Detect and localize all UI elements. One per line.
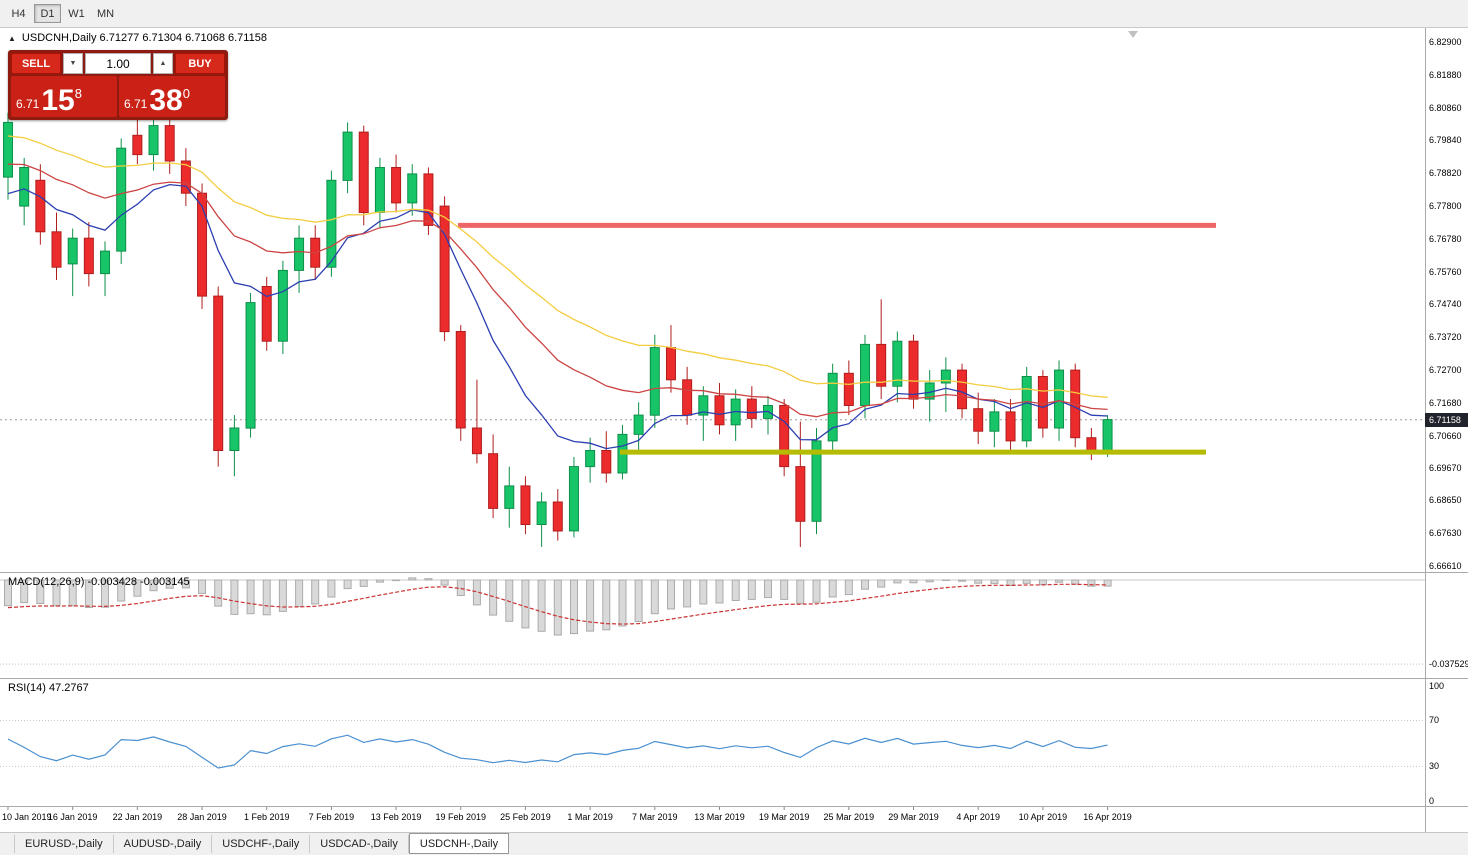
sell-price-prefix: 6.71 [16,97,40,111]
buy-price-prefix: 6.71 [124,97,148,111]
chart-tab-usdcaddaily[interactable]: USDCAD-,Daily [310,835,409,853]
current-price-badge: 6.71158 [1425,412,1468,427]
trade-prices-row: 6.71 15 8 6.71 38 0 [11,76,225,117]
trade-controls-row: SELL ▼ ▲ BUY [11,53,225,74]
timeframe-toolbar: H4 D1 W1 MN [0,0,1468,28]
timeframe-buttons: H4 D1 W1 MN [5,4,119,23]
moving-average-10 [7,183,1108,450]
chart-ohlc-text: USDCNH,Daily 6.71277 6.71304 6.71068 6.7… [21,32,267,44]
chart-shift-marker-icon [1128,31,1138,38]
timeframe-button-d1[interactable]: D1 [34,4,61,23]
sell-button[interactable]: SELL [11,53,61,74]
buy-price-big-digits: 38 [149,83,183,117]
candles-layer [3,109,1113,548]
timeframe-button-h4[interactable]: H4 [5,4,32,23]
sell-price-pipette: 8 [74,86,82,101]
moving-average-34 [7,135,1108,398]
timeframe-button-w1[interactable]: W1 [63,4,90,23]
macd-histogram [4,577,1112,636]
chart-tab-audusddaily[interactable]: AUDUSD-,Daily [114,835,213,853]
timeframe-button-mn[interactable]: MN [92,4,119,23]
moving-average-21 [7,163,1108,418]
macd-signal-line [7,583,1108,625]
macd-axis-level-label: -0.037529 [1429,659,1468,670]
buy-price-pipette: 0 [182,86,190,101]
chart-tabs-bar: EURUSD-,Daily AUDUSD-,Daily USDCHF-,Daily U… [0,832,1468,855]
chart-ohlc-header: ▲ USDCNH,Daily 6.71277 6.71304 6.71068 6… [8,32,267,44]
volume-up-icon[interactable]: ▲ [153,53,173,74]
rsi-indicator-label: RSI(14) 47.2767 [8,682,89,694]
chart-tab-usdchfdaily[interactable]: USDCHF-,Daily [212,835,311,853]
one-click-collapse-icon[interactable]: ▲ [8,33,16,43]
buy-price-display[interactable]: 6.71 38 0 [119,76,225,117]
chart-tabs: EURUSD-,Daily AUDUSD-,Daily USDCHF-,Daily U… [14,832,510,854]
one-click-trading-panel: SELL ▼ ▲ BUY 6.71 15 8 6.71 38 0 [8,50,228,120]
macd-indicator-label: MACD(12,26,9) -0.003428 -0.003145 [8,576,190,588]
chart-tab-usdcnhdaily[interactable]: USDCNH-,Daily [408,832,510,854]
sell-price-big-digits: 15 [41,83,75,117]
volume-down-icon[interactable]: ▼ [63,53,83,74]
buy-button[interactable]: BUY [175,53,225,74]
rsi-line [7,734,1108,769]
chart-tab-eurusddaily[interactable]: EURUSD-,Daily [14,835,114,853]
sell-price-display[interactable]: 6.71 15 8 [11,76,117,117]
volume-input[interactable] [85,53,151,74]
